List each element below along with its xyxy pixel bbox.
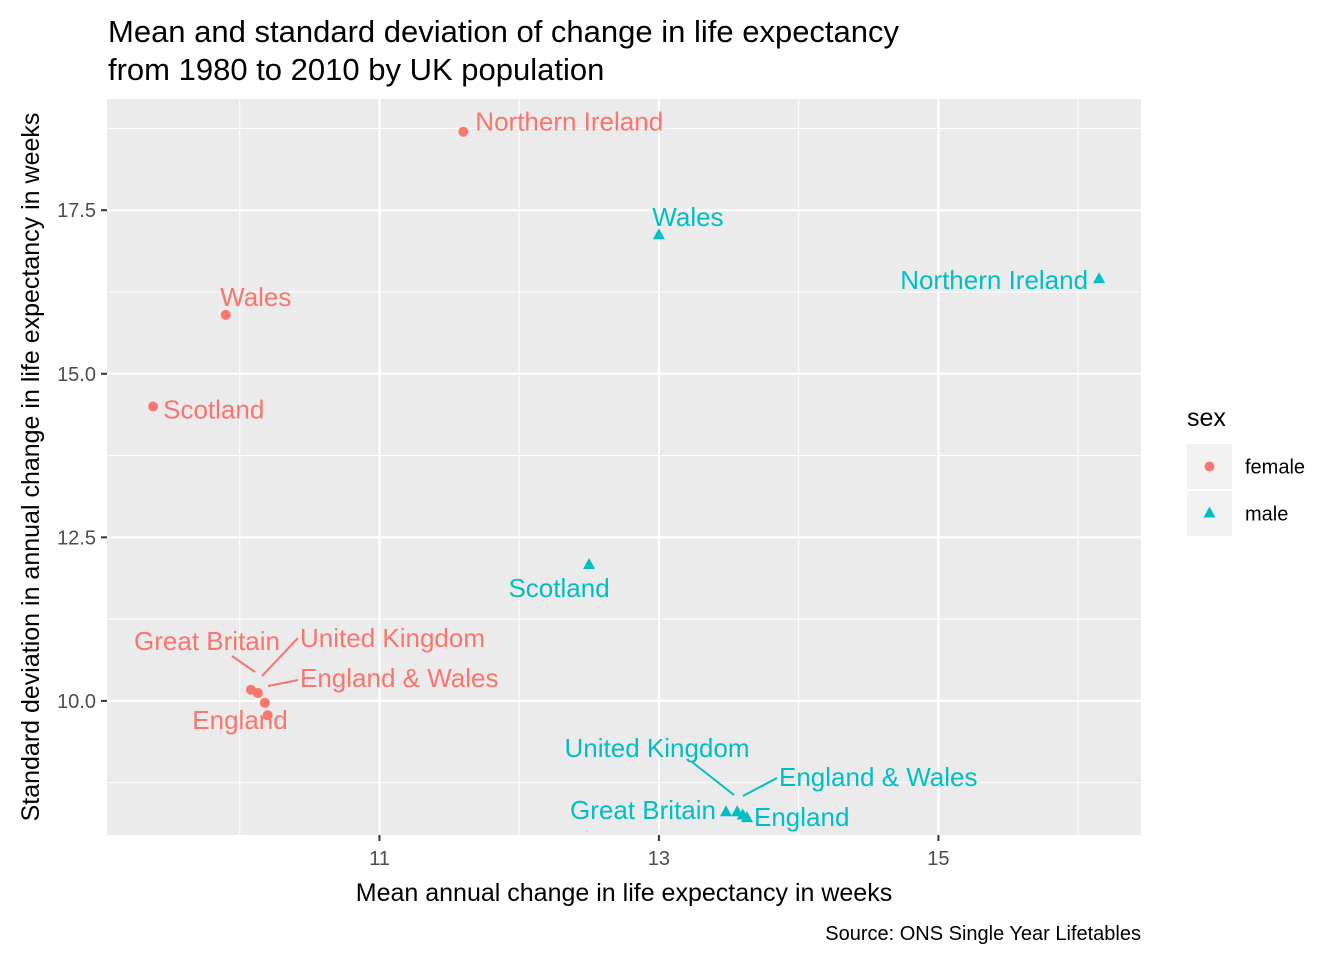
legend-label-female: female (1245, 457, 1305, 479)
data-points (148, 126, 1106, 823)
point-female-northern-ireland (458, 126, 469, 137)
label-female-england-and-wales: England & Wales (300, 663, 498, 693)
x-axis-title: Mean annual change in life expectancy in… (356, 879, 892, 907)
source-caption: Source: ONS Single Year Lifetables (825, 923, 1141, 945)
legend-label-male: male (1245, 504, 1288, 526)
point-female-england-and-wales (259, 697, 270, 708)
y-axis-title: Standard deviation in annual change in l… (17, 113, 45, 822)
leader-female-england-and-wales (267, 679, 299, 687)
label-female-great-britain: Great Britain (134, 626, 280, 656)
label-male-northern-ireland: Northern Ireland (900, 265, 1088, 295)
x-tick-label: 13 (648, 848, 670, 870)
point-male-great-britain (720, 805, 733, 817)
label-female-scotland: Scotland (163, 394, 264, 424)
y-tick-label: 10.0 (57, 691, 96, 713)
label-male-great-britain: Great Britain (570, 795, 716, 825)
leader-female-united-kingdom (261, 637, 299, 677)
point-female-scotland (148, 401, 159, 412)
label-male-england: England (754, 802, 849, 832)
point-male-scotland (583, 557, 596, 569)
label-male-england-and-wales: England & Wales (779, 762, 977, 792)
leader-female-great-britain (231, 655, 256, 673)
y-tick-label: 17.5 (57, 200, 96, 222)
point-labels: Northern Ireland Wales Scotland Great Brita… (134, 107, 1088, 832)
y-tick-label: 15.0 (57, 364, 96, 386)
chart-title-line-2: from 1980 to 2010 by UK population (108, 52, 604, 87)
label-male-united-kingdom: United Kingdom (565, 733, 750, 763)
point-male-northern-ireland (1093, 272, 1106, 284)
x-tick-label: 15 (927, 848, 949, 870)
point-female-united-kingdom (252, 688, 263, 699)
label-female-england: England (192, 705, 287, 735)
label-male-wales: Wales (652, 202, 723, 232)
axis-ticks: 11 13 15 10.0 12.5 15.0 17.5 (57, 200, 949, 870)
label-female-northern-ireland: Northern Ireland (475, 107, 663, 137)
legend: sex female male (1187, 404, 1305, 536)
point-male-wales (652, 228, 665, 240)
plot-panel (107, 99, 1141, 835)
grid (107, 99, 1141, 835)
label-leader-lines (231, 637, 778, 797)
point-female-england (262, 710, 273, 721)
point-male-england (740, 811, 753, 823)
legend-title: sex (1187, 404, 1226, 432)
chart-title-line-1: Mean and standard deviation of change in… (108, 14, 900, 49)
point-female-wales (220, 309, 231, 320)
chart-title: Mean and standard deviation of change in… (108, 14, 900, 87)
leader-male-united-kingdom (691, 761, 735, 796)
legend-symbol-male (1203, 506, 1216, 518)
x-tick-label: 11 (369, 848, 390, 870)
y-tick-label: 12.5 (57, 527, 96, 549)
leader-male-england-and-wales (742, 777, 778, 797)
legend-symbol-female (1204, 461, 1215, 472)
label-female-wales: Wales (220, 282, 291, 312)
label-male-scotland: Scotland (508, 573, 609, 603)
label-female-united-kingdom: United Kingdom (300, 623, 485, 653)
